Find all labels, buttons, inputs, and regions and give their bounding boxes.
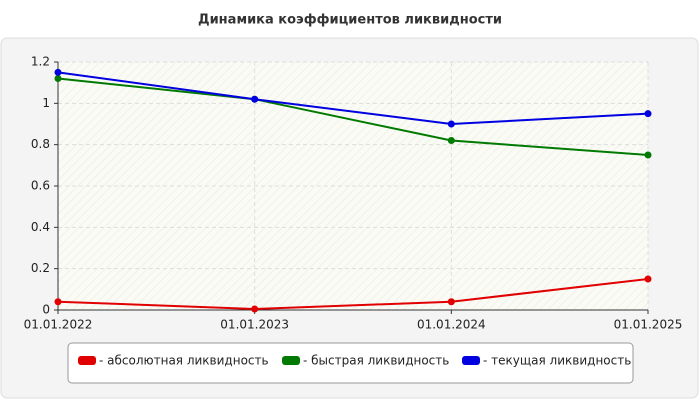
legend-label: - абсолютная ликвидность	[99, 354, 269, 368]
data-point	[644, 110, 652, 118]
series-line	[57, 71, 649, 126]
legend-swatch	[462, 356, 480, 365]
x-tick-label: 01.01.2024	[417, 318, 486, 332]
x-tick-label: 01.01.2022	[24, 318, 93, 332]
data-point	[644, 151, 652, 159]
data-point	[447, 137, 455, 145]
data-point	[644, 275, 652, 283]
y-tick-label: 0.4	[31, 220, 50, 234]
y-tick-label: 1	[42, 96, 50, 110]
data-point	[54, 68, 62, 76]
y-tick-label: 0.8	[31, 137, 50, 151]
data-point	[251, 305, 259, 313]
data-point	[447, 298, 455, 306]
legend-swatch	[282, 356, 300, 365]
data-point	[54, 298, 62, 306]
legend-swatch	[78, 356, 96, 365]
data-point	[447, 120, 455, 128]
y-tick-label: 0	[42, 303, 50, 317]
legend	[67, 342, 634, 384]
x-tick-label: 01.01.2023	[220, 318, 289, 332]
y-tick-label: 0.6	[31, 179, 50, 193]
data-point	[251, 95, 259, 103]
legend-label: - текущая ликвидность	[483, 354, 631, 368]
y-tick-label: 1.2	[31, 55, 50, 69]
series-line	[57, 278, 649, 310]
legend-label: - быстрая ликвидность	[303, 354, 449, 368]
y-tick-label: 0.2	[31, 261, 50, 275]
data-point	[54, 75, 62, 83]
chart-title: Динамика коэффициентов ликвидности	[198, 13, 502, 28]
x-tick-label: 01.01.2025	[614, 318, 683, 332]
series-line	[57, 77, 649, 156]
